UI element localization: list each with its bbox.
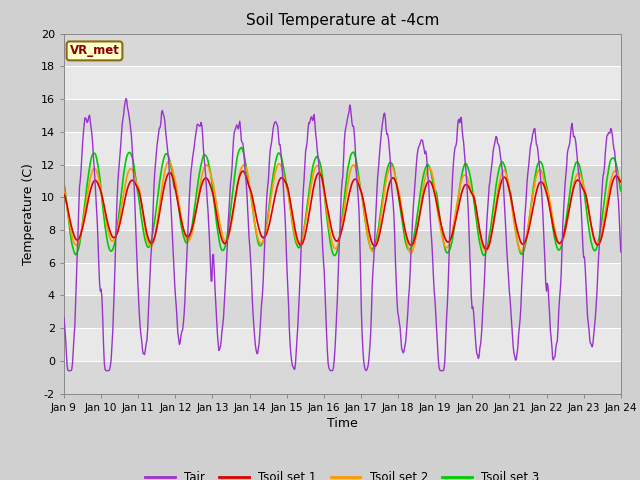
- Bar: [64, 132, 621, 165]
- Line: Tair: Tair: [64, 99, 621, 371]
- Bar: [64, 295, 621, 328]
- Tair: [215, 348, 223, 353]
- Tsoil set 3: [412, 224, 419, 230]
- Tair: [186, 192, 193, 198]
- Tair: [412, 172, 419, 178]
- Bar: [64, 197, 621, 230]
- Tsoil set 2: [164, 158, 172, 164]
- Bar: [64, 328, 621, 361]
- Tsoil set 1: [482, 246, 490, 252]
- Tsoil set 2: [70, 240, 78, 246]
- Tsoil set 1: [184, 234, 192, 240]
- Text: VR_met: VR_met: [70, 44, 120, 58]
- Tair: [122, 96, 130, 102]
- Y-axis label: Temperature (C): Temperature (C): [22, 163, 35, 264]
- Tsoil set 3: [330, 252, 338, 258]
- Tsoil set 2: [407, 250, 415, 256]
- Tsoil set 1: [127, 178, 135, 183]
- Tsoil set 1: [214, 216, 221, 222]
- Tsoil set 1: [411, 236, 419, 241]
- Title: Soil Temperature at -4cm: Soil Temperature at -4cm: [246, 13, 439, 28]
- Line: Tsoil set 2: Tsoil set 2: [64, 161, 621, 253]
- Bar: [64, 361, 621, 394]
- Tsoil set 2: [412, 237, 419, 242]
- Tair: [60, 314, 68, 320]
- Tsoil set 3: [214, 226, 221, 231]
- Tsoil set 3: [184, 239, 192, 244]
- Tsoil set 1: [70, 233, 78, 239]
- Tsoil set 1: [60, 192, 68, 197]
- Tair: [129, 157, 137, 163]
- Line: Tsoil set 3: Tsoil set 3: [64, 147, 621, 255]
- Tsoil set 1: [239, 168, 247, 174]
- Line: Tsoil set 1: Tsoil set 1: [64, 171, 621, 249]
- Tair: [65, 368, 73, 373]
- Bar: [64, 34, 621, 66]
- Bar: [64, 165, 621, 197]
- Tsoil set 2: [60, 188, 68, 194]
- Tsoil set 2: [127, 166, 135, 172]
- Tsoil set 1: [428, 180, 435, 185]
- Bar: [64, 263, 621, 295]
- Tsoil set 2: [214, 211, 222, 216]
- Tsoil set 3: [60, 181, 68, 187]
- Tsoil set 1: [617, 179, 625, 185]
- Tsoil set 2: [617, 179, 625, 185]
- Legend: Tair, Tsoil set 1, Tsoil set 2, Tsoil set 3: Tair, Tsoil set 1, Tsoil set 2, Tsoil se…: [141, 466, 544, 480]
- Bar: [64, 99, 621, 132]
- Tsoil set 2: [185, 238, 193, 244]
- Bar: [64, 66, 621, 99]
- Tsoil set 3: [237, 144, 245, 150]
- Tsoil set 3: [127, 152, 135, 158]
- Tsoil set 3: [617, 188, 625, 193]
- Tsoil set 3: [70, 249, 78, 255]
- Tair: [71, 323, 79, 328]
- Tsoil set 2: [428, 170, 436, 176]
- Bar: [64, 230, 621, 263]
- Tair: [428, 240, 436, 246]
- Tsoil set 3: [428, 173, 436, 179]
- Tair: [617, 249, 625, 255]
- X-axis label: Time: Time: [327, 417, 358, 430]
